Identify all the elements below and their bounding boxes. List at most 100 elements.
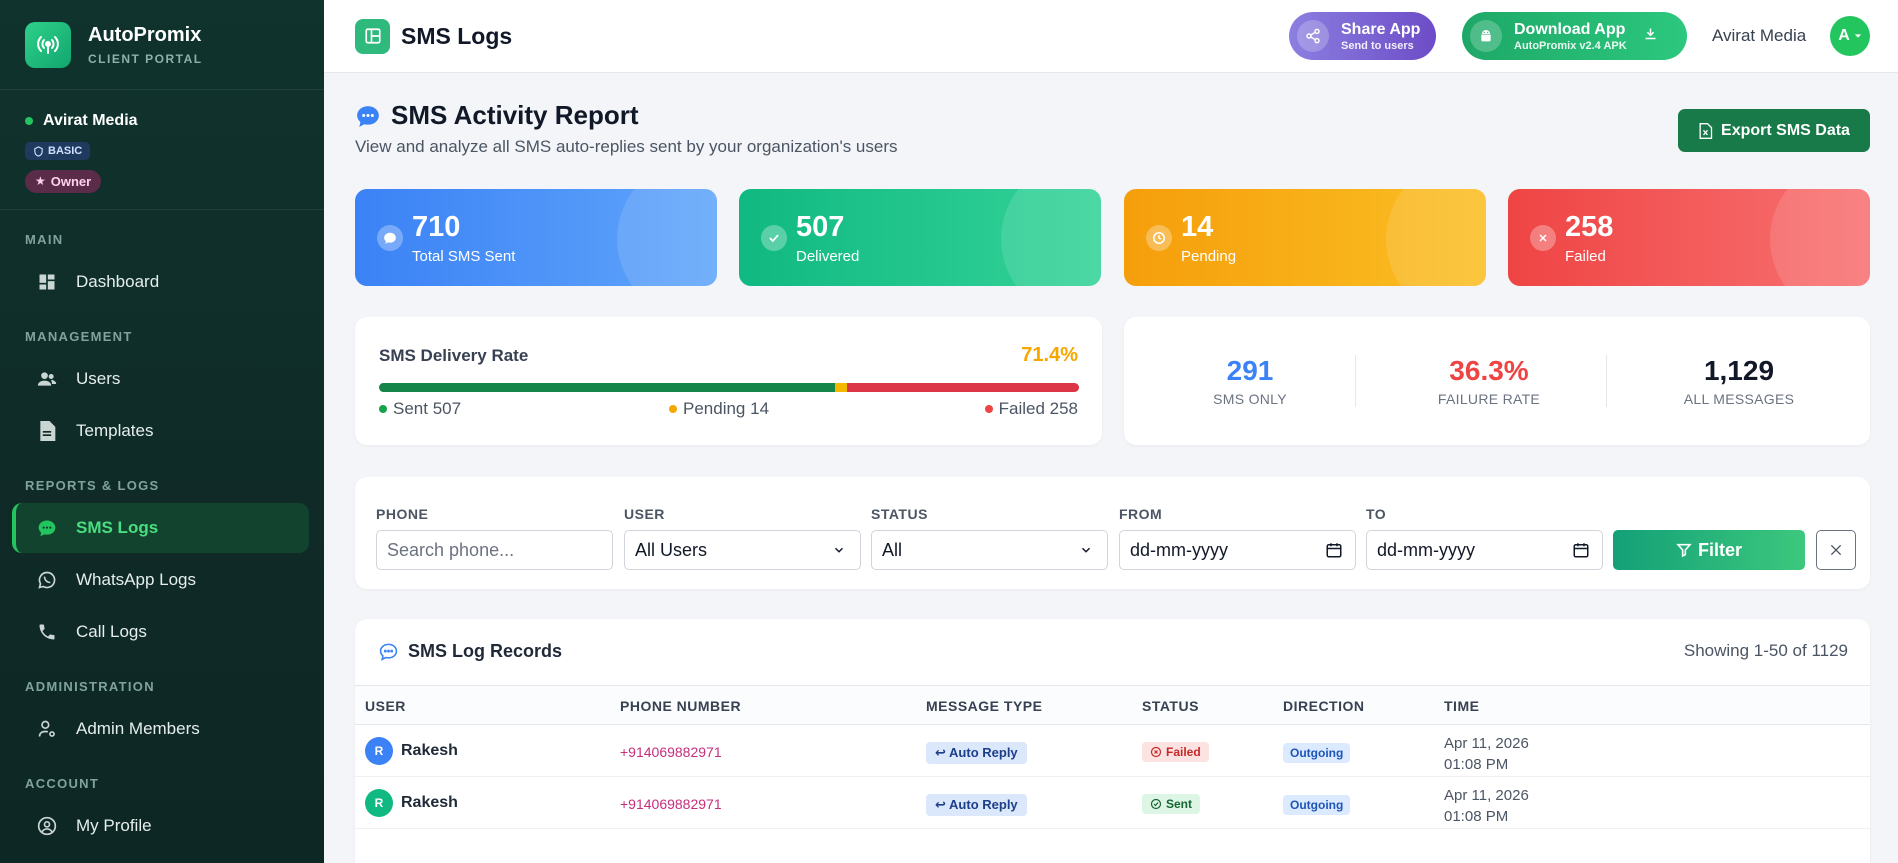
stat-card-pending: 14 Pending (1124, 189, 1486, 286)
share-app-label: Share App (1341, 20, 1421, 38)
nav-label: SMS Logs (76, 517, 159, 537)
android-icon (1470, 20, 1502, 52)
nav-item-sms-logs[interactable]: SMS Logs (12, 502, 309, 553)
column-phone[interactable]: PHONE NUMBER (620, 698, 742, 714)
row-phone[interactable]: +914069882971 (620, 744, 722, 760)
chat-dots-icon (355, 103, 381, 129)
clock-icon (1146, 225, 1172, 251)
stat-value: 710 (412, 211, 461, 243)
x-circle-icon (1150, 746, 1162, 758)
download-app-label: Download App (1514, 20, 1626, 38)
users-icon (36, 368, 58, 390)
chat-dots-icon (379, 642, 398, 661)
brand-subtitle: CLIENT PORTAL (88, 51, 203, 66)
column-direction[interactable]: DIRECTION (1283, 698, 1365, 714)
user-avatar[interactable]: A (1830, 16, 1870, 56)
phone-filter-label: PHONE (376, 506, 429, 522)
row-user: Rakesh (401, 742, 458, 759)
column-status[interactable]: STATUS (1142, 698, 1199, 714)
export-sms-data-button[interactable]: Export SMS Data (1678, 109, 1870, 152)
nav-section-administration: ADMINISTRATION (25, 678, 155, 694)
header-user-name[interactable]: Avirat Media (1712, 26, 1807, 45)
report-title: SMS Activity Report (355, 100, 639, 131)
user-filter-label: USER (624, 506, 665, 522)
message-type-badge: ↩ Auto Reply (926, 794, 1027, 816)
row-phone[interactable]: +914069882971 (620, 796, 722, 812)
org-name: Avirat Media (43, 112, 138, 129)
nav-label: Dashboard (76, 271, 160, 291)
star-icon: ★ (35, 174, 46, 188)
funnel-icon (1676, 543, 1692, 558)
reply-icon: ↩ (935, 797, 946, 812)
legend-dot-icon (379, 405, 387, 413)
nav-label: Call Logs (76, 621, 147, 641)
nav-item-whatsapp-logs[interactable]: WhatsApp Logs (12, 555, 309, 605)
status-badge: Sent (1142, 794, 1201, 814)
nav-item-call-logs[interactable]: Call Logs (12, 607, 309, 657)
check-circle-icon (1150, 798, 1162, 810)
avatar: R (365, 789, 393, 817)
row-user: Rakesh (401, 794, 458, 811)
nav-item-my-profile[interactable]: My Profile (12, 801, 309, 851)
nav-label: Templates (76, 420, 154, 440)
stat-value: 258 (1565, 211, 1614, 243)
page-title: SMS Logs (401, 22, 513, 49)
summary-card: 291 SMS ONLY 36.3% FAILURE RATE 1,129 AL… (1124, 317, 1870, 445)
download-app-sub: AutoPromix v2.4 APK (1514, 39, 1627, 52)
nav-label: Admin Members (76, 718, 200, 738)
download-app-button[interactable]: Download App AutoPromix v2.4 APK (1462, 12, 1687, 60)
status-badge: Failed (1142, 742, 1209, 762)
phone-icon (36, 621, 58, 643)
x-circle-icon (1530, 225, 1556, 251)
table-row[interactable]: R Rakesh +914069882971 ↩ Auto Reply Sent… (355, 777, 1870, 829)
check-circle-icon (761, 225, 787, 251)
user-select[interactable]: All Users (624, 530, 861, 570)
chat-icon (377, 225, 403, 251)
filter-button[interactable]: Filter (1613, 530, 1805, 570)
avatar: R (365, 737, 393, 765)
table-row[interactable]: R Rakesh +914069882971 ↩ Auto Reply Fail… (355, 725, 1870, 777)
to-date-input[interactable]: dd-mm-yyyy (1366, 530, 1603, 570)
nav-section-account: ACCOUNT (25, 775, 100, 791)
row-time: Apr 11, 2026 01:08 PM (1444, 787, 1529, 825)
nav-label: My Profile (76, 815, 152, 835)
direction-badge: Outgoing (1283, 795, 1351, 815)
legend-dot-icon (669, 405, 677, 413)
column-user[interactable]: USER (365, 698, 406, 714)
clear-filters-button[interactable] (1816, 530, 1856, 570)
report-subtitle: View and analyze all SMS auto-replies se… (355, 137, 898, 156)
caret-down-icon (1854, 34, 1861, 38)
stat-label: Delivered (796, 248, 860, 265)
delivery-rate-value: 71.4% (1021, 344, 1078, 366)
bar-segment-failed (847, 383, 1079, 392)
from-date-label: FROM (1119, 506, 1163, 522)
sidebar: AutoPromix CLIENT PORTAL Avirat Media BA… (0, 0, 324, 863)
legend-sent: Sent 507 (379, 399, 461, 419)
chevron-down-icon (1081, 547, 1091, 553)
stat-card-total: 710 Total SMS Sent (355, 189, 717, 286)
share-app-button[interactable]: Share App Send to users (1289, 12, 1436, 60)
column-message-type[interactable]: MESSAGE TYPE (926, 698, 1043, 714)
whatsapp-icon (36, 569, 58, 591)
nav-section-management: MANAGEMENT (25, 328, 133, 344)
records-card: SMS Log Records Showing 1-50 of 1129 USE… (355, 619, 1870, 863)
nav-item-users[interactable]: Users (12, 354, 309, 404)
column-time[interactable]: TIME (1444, 698, 1480, 714)
phone-search-input[interactable]: Search phone... (376, 530, 613, 570)
stat-label: Failed (1565, 248, 1606, 265)
legend-dot-icon (984, 405, 993, 413)
status-filter-label: STATUS (871, 506, 928, 522)
nav-item-templates[interactable]: Templates (12, 406, 309, 456)
summary-all-messages: 1,129 ALL MESSAGES (1683, 355, 1795, 407)
nav-label: Users (76, 368, 121, 388)
nav-label: WhatsApp Logs (76, 569, 197, 589)
broadcast-icon (25, 21, 71, 68)
from-date-input[interactable]: dd-mm-yyyy (1119, 530, 1356, 570)
close-icon (1830, 544, 1842, 556)
delivery-rate-card: SMS Delivery Rate 71.4% Sent 507 Pending… (355, 317, 1102, 445)
download-icon (1643, 26, 1658, 46)
nav-item-admin-members[interactable]: Admin Members (12, 704, 309, 754)
message-type-badge: ↩ Auto Reply (926, 742, 1027, 764)
nav-item-dashboard[interactable]: Dashboard (12, 257, 309, 307)
status-select[interactable]: All (871, 530, 1108, 570)
